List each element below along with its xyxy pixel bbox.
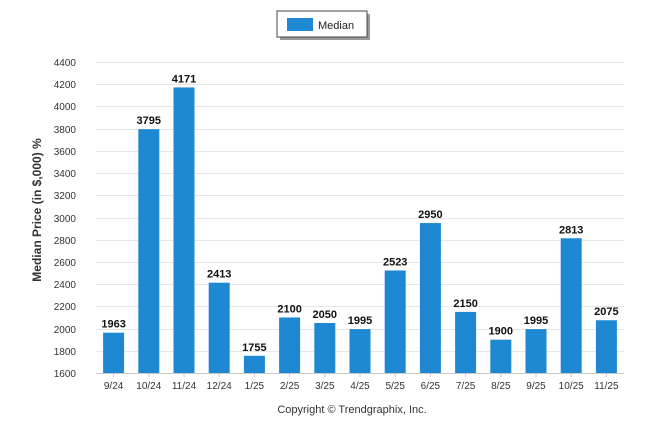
bar[interactable] [243, 355, 265, 373]
bar[interactable] [560, 238, 582, 373]
x-tick-label: 11/25 [594, 381, 619, 392]
y-tick-label: 3000 [54, 214, 77, 225]
y-tick-label: 2800 [54, 236, 77, 247]
data-label: 1963 [101, 319, 125, 331]
x-tick-label: 10/25 [559, 381, 584, 392]
data-labels: 1963 3795 4171 2413 1755 2100 2050 1995 2523 2950… [101, 73, 618, 353]
bars [103, 87, 617, 373]
data-label: 2413 [207, 269, 231, 281]
legend-label-median: Median [318, 20, 354, 32]
x-tick-label: 9/25 [526, 381, 546, 392]
data-label: 2813 [559, 224, 583, 236]
data-label: 2150 [453, 298, 477, 310]
bar[interactable] [173, 87, 195, 373]
y-tick-label: 2200 [54, 302, 77, 313]
y-tick-label: 2400 [54, 280, 77, 291]
y-tick-label: 4200 [54, 80, 77, 91]
x-tick-label: 1/25 [245, 381, 265, 392]
legend[interactable]: Median [276, 10, 370, 40]
bar[interactable] [349, 329, 371, 373]
data-label: 1900 [489, 326, 513, 338]
bar[interactable] [419, 223, 441, 373]
x-tick-label: 9/24 [104, 381, 124, 392]
bar[interactable] [208, 282, 230, 373]
y-tick-label: 3600 [54, 147, 77, 158]
y-axis: 1600 1800 2000 2200 2400 2600 2800 3000 3200 3400… [54, 58, 77, 380]
data-label: 2075 [594, 306, 618, 318]
y-tick-label: 3400 [54, 169, 77, 180]
bar[interactable] [314, 323, 336, 373]
data-label: 1755 [242, 342, 266, 354]
x-tick-label: 10/24 [136, 381, 161, 392]
data-label: 1995 [348, 315, 372, 327]
data-label: 3795 [137, 115, 161, 127]
bar[interactable] [103, 332, 125, 373]
bar[interactable] [279, 317, 301, 373]
data-label: 2100 [277, 303, 301, 315]
y-tick-label: 4400 [54, 58, 77, 69]
copyright-credit: Copyright © Trendgraphix, Inc. [277, 404, 426, 416]
data-label: 1995 [524, 315, 548, 327]
x-tick-label: 12/24 [207, 381, 232, 392]
x-axis: 9/24 10/24 11/24 12/24 1/25 2/25 3/25 4/25 5/25 6… [96, 373, 624, 392]
y-tick-label: 1600 [54, 369, 77, 380]
data-label: 2050 [313, 309, 337, 321]
x-tick-label: 8/25 [491, 381, 511, 392]
legend-swatch-median [287, 18, 313, 31]
bar[interactable] [490, 339, 512, 373]
y-tick-label: 2000 [54, 325, 77, 336]
y-tick-label: 3200 [54, 191, 77, 202]
x-tick-label: 7/25 [456, 381, 476, 392]
x-tick-label: 4/25 [350, 381, 370, 392]
bar[interactable] [525, 329, 547, 373]
bar[interactable] [138, 129, 160, 373]
x-tick-label: 2/25 [280, 381, 300, 392]
bar[interactable] [384, 270, 406, 373]
y-tick-label: 3800 [54, 125, 77, 136]
y-tick-label: 1800 [54, 347, 77, 358]
y-tick-label: 2600 [54, 258, 77, 269]
data-label: 2950 [418, 209, 442, 221]
x-tick-label: 6/25 [421, 381, 441, 392]
y-tick-label: 4000 [54, 102, 77, 113]
x-tick-label: 5/25 [385, 381, 405, 392]
x-tick-label: 11/24 [172, 381, 197, 392]
data-label: 2523 [383, 256, 407, 268]
bar[interactable] [455, 311, 477, 373]
bar[interactable] [595, 320, 617, 373]
data-label: 4171 [172, 73, 196, 85]
x-tick-label: 3/25 [315, 381, 335, 392]
y-axis-title: Median Price (in $,000) % [30, 138, 44, 282]
